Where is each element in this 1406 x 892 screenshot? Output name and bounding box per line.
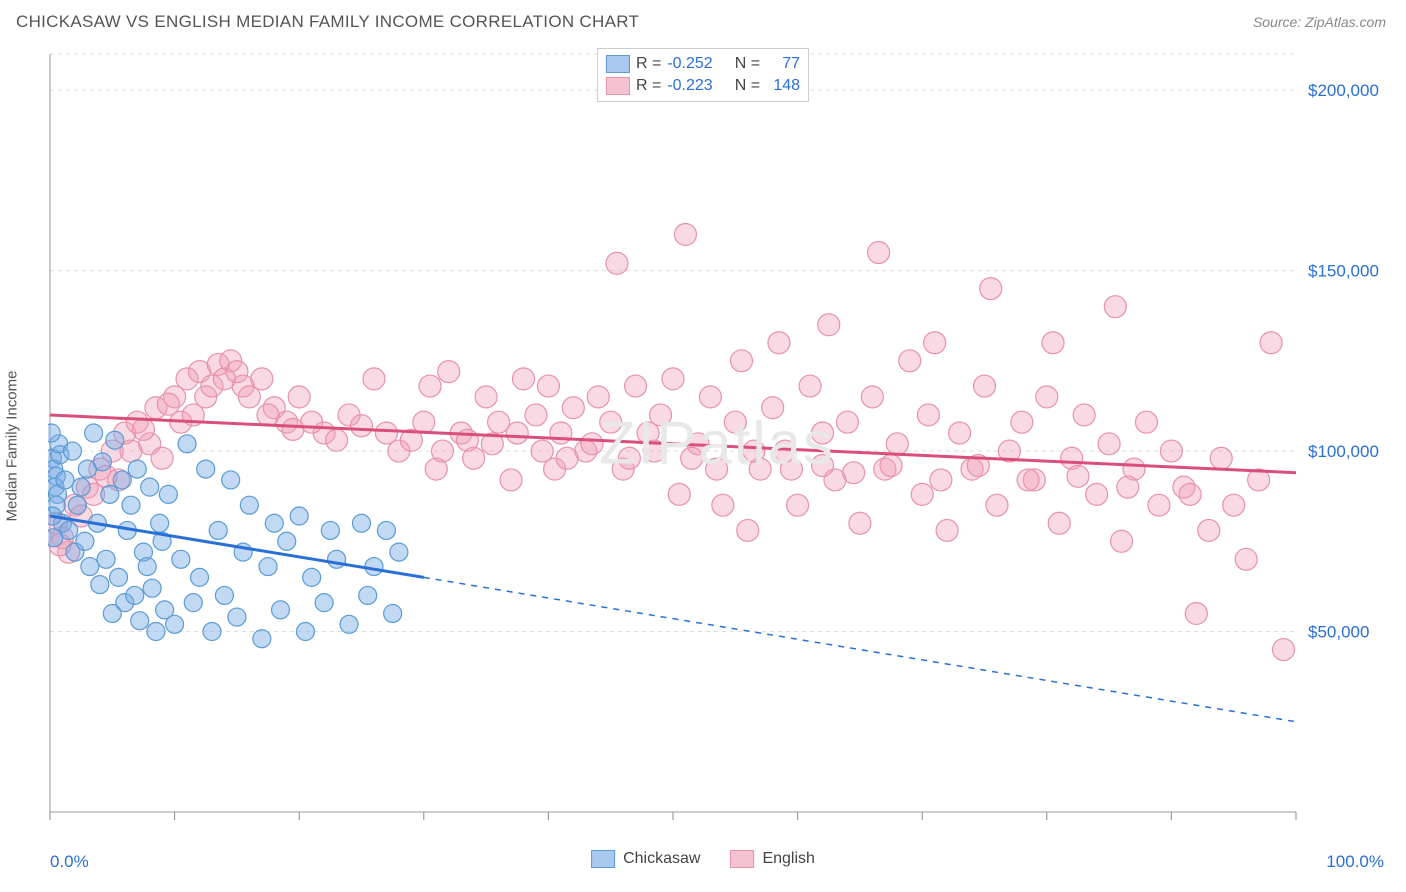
svg-text:$200,000: $200,000: [1308, 81, 1379, 100]
swatch-chickasaw: [606, 55, 630, 73]
plot-area: ZIPatlas $50,000$100,000$150,000$200,000: [48, 44, 1386, 842]
x-axis-max-label: 100.0%: [1326, 852, 1384, 872]
chart-header: CHICKASAW VS ENGLISH MEDIAN FAMILY INCOM…: [0, 0, 1406, 44]
r-value: -0.252: [667, 55, 712, 73]
scatter-plot-svg: $50,000 $100,000 $150,000 $200,000: [48, 44, 1386, 842]
svg-text:$100,000: $100,000: [1308, 442, 1379, 461]
chart-title: CHICKASAW VS ENGLISH MEDIAN FAMILY INCOM…: [16, 12, 639, 32]
svg-text:$50,000: $50,000: [1308, 623, 1369, 642]
chart-source: Source: ZipAtlas.com: [1253, 14, 1386, 30]
swatch-chickasaw: [591, 850, 615, 868]
r-label: R =: [636, 55, 661, 73]
legend-item-chickasaw: Chickasaw: [591, 850, 700, 868]
r-label: R =: [636, 77, 661, 95]
legend-label: Chickasaw: [623, 850, 700, 868]
n-label: N =: [735, 55, 760, 73]
series-legend: Chickasaw English: [591, 850, 815, 868]
svg-text:$150,000: $150,000: [1308, 262, 1379, 281]
stat-legend: R = -0.252 N = 77 R = -0.223 N = 148: [597, 48, 809, 102]
n-value: 148: [766, 77, 800, 95]
stat-row-chickasaw: R = -0.252 N = 77: [606, 53, 800, 75]
stat-row-english: R = -0.223 N = 148: [606, 75, 800, 97]
n-label: N =: [735, 77, 760, 95]
r-value: -0.223: [667, 77, 712, 95]
y-axis-label: Median Family Income: [4, 371, 21, 522]
legend-item-english: English: [730, 850, 814, 868]
x-axis-min-label: 0.0%: [50, 852, 89, 872]
n-value: 77: [766, 55, 800, 73]
swatch-english: [730, 850, 754, 868]
legend-label: English: [762, 850, 814, 868]
swatch-english: [606, 77, 630, 95]
chart-container: CHICKASAW VS ENGLISH MEDIAN FAMILY INCOM…: [0, 0, 1406, 892]
